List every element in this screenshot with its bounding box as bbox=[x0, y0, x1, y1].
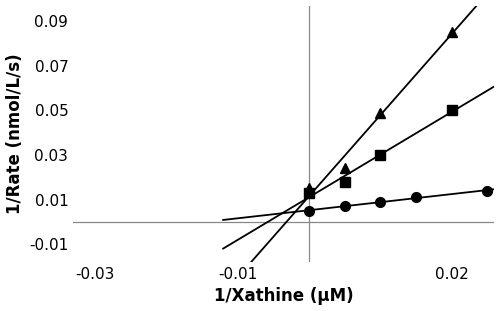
X-axis label: 1/Xathine (μM): 1/Xathine (μM) bbox=[214, 287, 354, 305]
Y-axis label: 1/Rate (nmol/L/s): 1/Rate (nmol/L/s) bbox=[6, 53, 24, 214]
